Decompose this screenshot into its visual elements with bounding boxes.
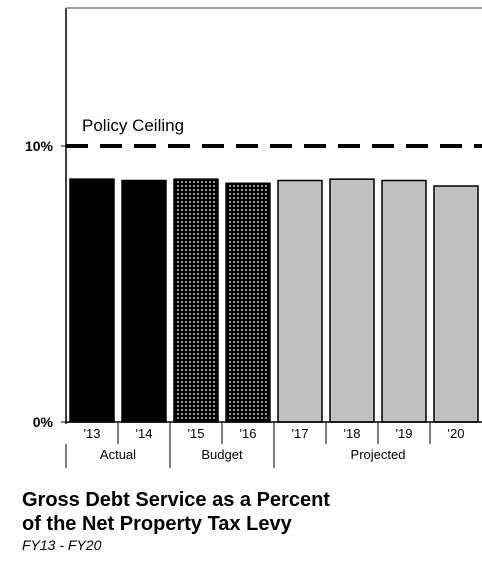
- x-tick-label-7: '20: [448, 426, 465, 441]
- x-tick-label-5: '18: [344, 426, 361, 441]
- bar-1: [121, 179, 167, 423]
- x-tick-label-4: '17: [292, 426, 309, 441]
- bar-5: [329, 178, 375, 423]
- group-label-projected: Projected: [351, 447, 406, 462]
- x-tick-label-0: '13: [84, 426, 101, 441]
- chart: 0% 10% Policy Ceiling '13 '14 '15 '16 '17 '18 '19…: [25, 7, 482, 468]
- group-label-actual: Actual: [100, 447, 136, 462]
- chart-title-line-2: of the Net Property Tax Levy: [22, 513, 292, 535]
- bar-4: [277, 179, 323, 423]
- bar-6: [381, 179, 427, 423]
- bar-3: [225, 182, 271, 423]
- chart-title-line-1: Gross Debt Service as a Percent: [22, 489, 330, 511]
- x-tick-label-3: '16: [240, 426, 257, 441]
- chart-caption: Gross Debt Service as a Percent of the N…: [22, 488, 330, 554]
- x-tick-label-6: '19: [396, 426, 413, 441]
- y-tick-label: 10%: [25, 138, 54, 154]
- bar-0: [69, 178, 115, 423]
- bar-7: [433, 185, 479, 423]
- y-tick-label: 0%: [33, 414, 54, 430]
- x-tick-label-2: '15: [188, 426, 205, 441]
- x-tick-label-1: '14: [136, 426, 153, 441]
- policy-ceiling-label: Policy Ceiling: [82, 116, 184, 135]
- group-label-budget: Budget: [201, 447, 243, 462]
- bar-2: [173, 178, 219, 423]
- chart-subtitle: FY13 - FY20: [22, 537, 102, 553]
